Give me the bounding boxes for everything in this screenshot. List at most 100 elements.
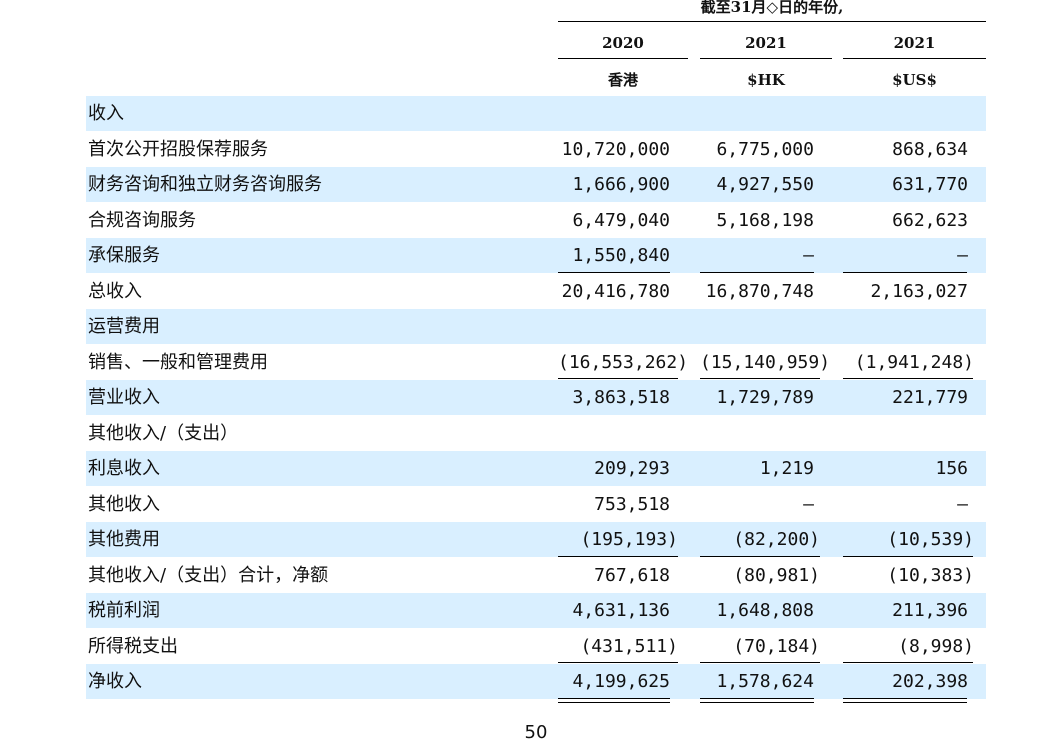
subtotal-rule xyxy=(558,378,678,379)
row-label: 营业收入 xyxy=(88,387,160,408)
value-2020-hkd: 4,631,136 xyxy=(572,600,670,621)
value-2021-hkd: 1,578,624 xyxy=(716,671,814,692)
column-currency-usd: $US$ xyxy=(892,71,937,89)
row-label: 净收入 xyxy=(88,671,142,692)
value-2020-hkd: 1,550,840 xyxy=(572,245,670,266)
subtotal-rule xyxy=(558,272,670,273)
subtotal-rule xyxy=(700,378,820,379)
row-label: 承保服务 xyxy=(88,245,160,266)
value-2021-hkd: 5,168,198 xyxy=(716,210,814,231)
value-2020-hkd: 10,720,000 xyxy=(561,139,670,160)
row-label: 利息收入 xyxy=(88,458,160,479)
value-2020-hkd: 4,199,625 xyxy=(572,671,670,692)
table-row: 收入 xyxy=(86,96,986,131)
row-label: 其他费用 xyxy=(88,529,160,550)
table-row: 所得税支出 (431,511) (70,184) (8,998) xyxy=(86,629,986,664)
value-2021-hkd: 1,648,808 xyxy=(716,600,814,621)
subtotal-rule xyxy=(843,556,973,557)
period-caption: 截至31月◇日的年份, xyxy=(700,0,844,16)
value-2020-hkd: 3,863,518 xyxy=(572,387,670,408)
value-2021-hkd: 1,729,789 xyxy=(716,387,814,408)
value-2021-hkd: (82,200) xyxy=(733,529,820,550)
value-2020-hkd: (431,511) xyxy=(580,636,678,657)
value-2020-hkd: 767,618 xyxy=(594,565,670,586)
row-label: 首次公开招股保荐服务 xyxy=(88,139,268,160)
table-row: 营业收入 3,863,518 1,729,789 221,779 xyxy=(86,380,986,415)
value-2021-usd: — xyxy=(957,494,968,515)
value-2020-hkd: 209,293 xyxy=(594,458,670,479)
row-label: 财务咨询和独立财务咨询服务 xyxy=(88,174,322,195)
value-2021-usd: (10,383) xyxy=(887,565,974,586)
value-2021-hkd: — xyxy=(803,494,814,515)
total-double-rule xyxy=(558,698,670,703)
table-row: 运营费用 xyxy=(86,309,986,344)
column-currency-hkd: $HK xyxy=(747,71,785,89)
row-label: 运营费用 xyxy=(88,316,160,337)
subtotal-rule xyxy=(843,272,967,273)
page-number: 50 xyxy=(524,722,548,743)
value-2020-hkd: (16,553,262) xyxy=(558,352,689,373)
table-row: 净收入 4,199,625 1,578,624 202,398 xyxy=(86,664,986,699)
row-label: 其他收入/（支出）合计，净额 xyxy=(88,565,329,586)
row-label: 税前利润 xyxy=(88,600,160,621)
table-row: 财务咨询和独立财务咨询服务 1,666,900 4,927,550 631,77… xyxy=(86,167,986,202)
column-currency-hkd-cn: 香港 xyxy=(607,71,638,89)
row-label: 销售、一般和管理费用 xyxy=(88,352,268,373)
value-2020-hkd: 753,518 xyxy=(594,494,670,515)
value-2021-usd: (1,941,248) xyxy=(854,352,974,373)
subtotal-rule xyxy=(700,662,820,663)
table-row: 总收入 20,416,780 16,870,748 2,163,027 xyxy=(86,274,986,309)
value-2021-usd: (10,539) xyxy=(887,529,974,550)
column-rule xyxy=(700,58,832,59)
value-2020-hkd: (195,193) xyxy=(580,529,678,550)
value-2021-usd: 211,396 xyxy=(892,600,968,621)
value-2021-hkd: 16,870,748 xyxy=(705,281,814,302)
row-label: 其他收入/（支出） xyxy=(88,423,239,444)
subtotal-rule xyxy=(843,662,973,663)
subtotal-rule xyxy=(558,556,678,557)
row-label: 合规咨询服务 xyxy=(88,210,196,231)
value-2021-hkd: 4,927,550 xyxy=(716,174,814,195)
column-year-2020: 2020 xyxy=(602,34,644,52)
column-year-2021-hk: 2021 xyxy=(745,34,787,52)
value-2021-usd: 2,163,027 xyxy=(870,281,968,302)
row-label: 所得税支出 xyxy=(88,636,178,657)
table-row: 其他收入 753,518 — — xyxy=(86,487,986,522)
value-2020-hkd: 20,416,780 xyxy=(561,281,670,302)
value-2021-usd: (8,998) xyxy=(898,636,974,657)
subtotal-rule xyxy=(700,556,820,557)
table-row: 利息收入 209,293 1,219 156 xyxy=(86,451,986,486)
value-2021-hkd: 1,219 xyxy=(759,458,814,479)
table-row: 承保服务 1,550,840 — — xyxy=(86,238,986,273)
value-2021-usd: — xyxy=(957,245,968,266)
value-2021-hkd: (70,184) xyxy=(733,636,820,657)
total-double-rule xyxy=(843,698,967,703)
row-label: 收入 xyxy=(88,103,124,124)
subtotal-rule xyxy=(558,662,678,663)
value-2021-usd: 156 xyxy=(935,458,968,479)
value-2021-usd: 868,634 xyxy=(892,139,968,160)
subtotal-rule xyxy=(843,378,973,379)
value-2021-usd: 221,779 xyxy=(892,387,968,408)
column-year-2021-us: 2021 xyxy=(893,34,936,52)
value-2020-hkd: 6,479,040 xyxy=(572,210,670,231)
column-rule xyxy=(843,58,986,59)
total-double-rule xyxy=(700,698,814,703)
table-row: 首次公开招股保荐服务 10,720,000 6,775,000 868,634 xyxy=(86,132,986,167)
table-row: 其他收入/（支出） xyxy=(86,416,986,451)
value-2021-usd: 662,623 xyxy=(892,210,968,231)
table-row: 其他收入/（支出）合计，净额 767,618 (80,981) (10,383) xyxy=(86,558,986,593)
row-label: 其他收入 xyxy=(88,494,160,515)
column-rule xyxy=(558,58,688,59)
header-rule xyxy=(558,21,986,22)
table-row: 其他费用 (195,193) (82,200) (10,539) xyxy=(86,522,986,557)
value-2021-usd: 631,770 xyxy=(892,174,968,195)
row-label: 总收入 xyxy=(88,281,142,302)
subtotal-rule xyxy=(700,272,814,273)
value-2020-hkd: 1,666,900 xyxy=(572,174,670,195)
value-2021-usd: 202,398 xyxy=(892,671,968,692)
table-row: 合规咨询服务 6,479,040 5,168,198 662,623 xyxy=(86,203,986,238)
value-2021-hkd: — xyxy=(803,245,814,266)
value-2021-hkd: (15,140,959) xyxy=(700,352,831,373)
table-row: 销售、一般和管理费用 (16,553,262) (15,140,959) (1,… xyxy=(86,345,986,380)
